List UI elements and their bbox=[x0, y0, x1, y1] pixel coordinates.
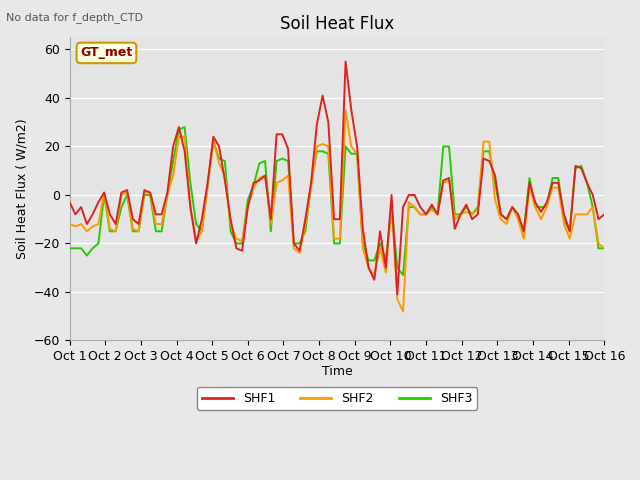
Legend: SHF1, SHF2, SHF3: SHF1, SHF2, SHF3 bbox=[196, 387, 477, 410]
X-axis label: Time: Time bbox=[321, 365, 353, 378]
Y-axis label: Soil Heat Flux ( W/m2): Soil Heat Flux ( W/m2) bbox=[15, 119, 28, 259]
Text: GT_met: GT_met bbox=[81, 47, 132, 60]
Title: Soil Heat Flux: Soil Heat Flux bbox=[280, 15, 394, 33]
Text: No data for f_depth_CTD: No data for f_depth_CTD bbox=[6, 12, 143, 23]
